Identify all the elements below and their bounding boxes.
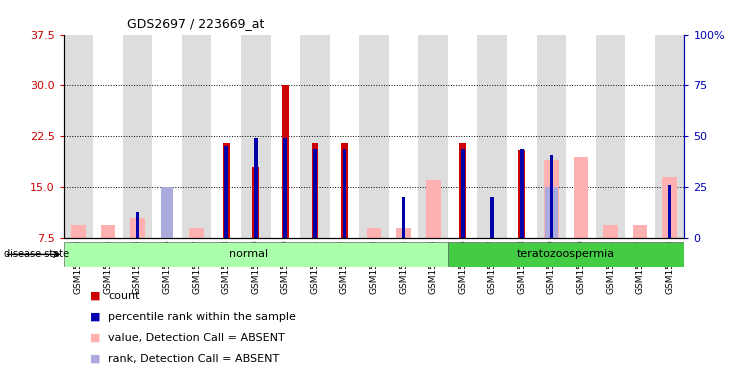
Bar [459, 143, 466, 238]
Text: teratozoospermia: teratozoospermia [517, 249, 615, 260]
Bar [153, 35, 182, 238]
Bar [418, 35, 448, 238]
Bar [507, 35, 536, 238]
Bar [662, 177, 677, 238]
Bar [312, 143, 318, 238]
Bar [448, 35, 477, 238]
Bar [283, 138, 287, 238]
Bar [341, 143, 348, 238]
Text: ■: ■ [90, 333, 100, 343]
Bar [396, 228, 411, 238]
Text: ■: ■ [90, 312, 100, 322]
Bar [64, 242, 448, 267]
Text: count: count [108, 291, 140, 301]
Bar [367, 228, 381, 238]
Bar [550, 155, 554, 238]
Bar [130, 218, 145, 238]
Bar [123, 35, 153, 238]
Bar [359, 35, 389, 238]
Bar [252, 167, 259, 238]
Bar [212, 35, 241, 238]
Bar [313, 149, 316, 238]
Bar [389, 35, 418, 238]
Bar [536, 35, 566, 238]
Text: normal: normal [229, 249, 268, 260]
Bar [520, 149, 524, 238]
Bar [300, 35, 330, 238]
Bar [668, 185, 672, 238]
Bar [330, 35, 359, 238]
Bar [402, 197, 405, 238]
Bar [574, 157, 589, 238]
Bar [189, 228, 204, 238]
Bar [544, 160, 559, 238]
Bar [282, 86, 289, 238]
Bar [448, 242, 684, 267]
Text: disease state: disease state [4, 249, 69, 260]
Bar [633, 225, 648, 238]
Text: ■: ■ [90, 291, 100, 301]
Bar [100, 225, 115, 238]
Bar [254, 138, 257, 238]
Bar [94, 35, 123, 238]
Bar [182, 35, 212, 238]
Bar [71, 225, 86, 238]
Bar [135, 212, 139, 238]
Bar [161, 187, 174, 238]
Text: value, Detection Call = ABSENT: value, Detection Call = ABSENT [108, 333, 285, 343]
Bar [461, 149, 465, 238]
Text: GDS2697 / 223669_at: GDS2697 / 223669_at [127, 17, 265, 30]
Bar [223, 143, 230, 238]
Bar [343, 149, 346, 238]
Bar [603, 225, 618, 238]
Bar [518, 150, 525, 238]
Bar [426, 180, 441, 238]
Bar [595, 35, 625, 238]
Bar [625, 35, 654, 238]
Text: percentile rank within the sample: percentile rank within the sample [108, 312, 296, 322]
Text: rank, Detection Call = ABSENT: rank, Detection Call = ABSENT [108, 354, 280, 364]
Bar [545, 187, 558, 238]
Bar [491, 197, 494, 238]
Bar [654, 35, 684, 238]
Text: ■: ■ [90, 354, 100, 364]
Bar [64, 35, 94, 238]
Bar [224, 147, 228, 238]
Bar [241, 35, 271, 238]
Bar [271, 35, 300, 238]
Bar [477, 35, 507, 238]
Bar [566, 35, 595, 238]
